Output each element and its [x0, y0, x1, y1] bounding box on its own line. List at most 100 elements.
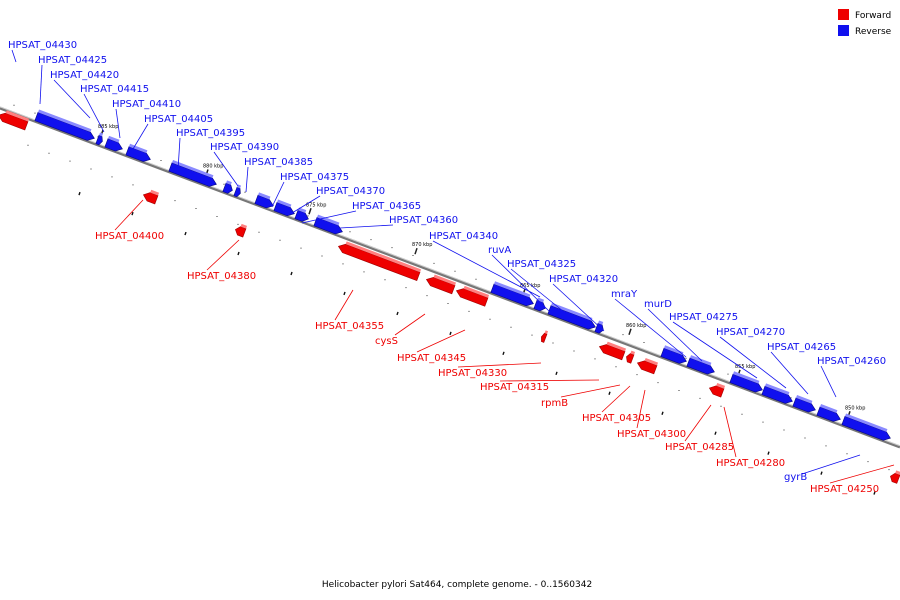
forward-gene-block	[708, 382, 726, 398]
legend-forward-swatch	[838, 9, 849, 20]
reverse-gene-block	[841, 413, 891, 441]
minor-tick-below-major	[449, 331, 452, 336]
gene-label-gyrb: gyrB	[784, 472, 807, 483]
forward-gene-block	[626, 350, 636, 364]
minor-tick-below-major	[873, 491, 876, 495]
gene-top-face	[664, 345, 684, 356]
minor-tick-below-major	[396, 311, 399, 316]
reverse-gene-block	[816, 404, 841, 422]
leader-line-reverse	[129, 123, 149, 155]
forward-gene-block	[425, 274, 457, 295]
minor-tick-below-major	[343, 291, 346, 296]
gene-top-face	[716, 382, 726, 389]
minor-tick-below-major	[237, 251, 240, 256]
leader-line-forward	[499, 379, 600, 382]
leader-line-reverse	[801, 454, 861, 475]
gene-label-hpsat-04430: HPSAT_04430	[8, 40, 77, 51]
leader-line-reverse	[245, 166, 249, 193]
legend-forward-label: Forward	[855, 11, 891, 21]
gene-body	[708, 385, 725, 398]
leader-line-reverse	[614, 298, 687, 358]
gene-top-face	[544, 330, 549, 335]
leader-line-reverse	[53, 79, 91, 119]
label-leader-lines	[11, 49, 895, 484]
gene-top-face	[765, 383, 790, 395]
gene-body	[233, 186, 241, 198]
gene-top-face	[345, 241, 422, 273]
gene-label-hpsat-04395: HPSAT_04395	[176, 128, 245, 139]
gene-label-hpsat-04250: HPSAT_04250	[810, 484, 879, 495]
gene-label-mray: mraY	[611, 289, 638, 300]
reverse-gene-block	[729, 371, 763, 393]
ruler-ticks: 885 kbp 880 kbp 875 kbp 870 kbp 865 kbp 860 k…	[13, 104, 890, 495]
minor-tick-below-major	[78, 191, 81, 196]
reverse-gene-block	[594, 320, 604, 334]
legend-reverse-swatch	[838, 25, 849, 36]
forward-gene-block	[890, 470, 900, 484]
gene-label-hpsat-04380: HPSAT_04380	[187, 271, 256, 282]
minor-tick-below-major	[184, 231, 187, 236]
gene-top-face	[845, 413, 888, 432]
ruler-label: 870 kbp	[412, 242, 432, 248]
gene-top-face	[630, 350, 636, 355]
reverse-gene-block	[254, 192, 274, 209]
leader-line-forward	[457, 362, 542, 368]
backbone-line	[0, 106, 900, 449]
gene-body	[425, 277, 456, 295]
gene-top-face	[690, 355, 712, 366]
leader-line-reverse	[177, 137, 181, 171]
ruler-major-tick	[308, 208, 312, 215]
leader-line-reverse	[510, 268, 575, 321]
minor-tick-below-major	[714, 431, 717, 435]
gene-top-face	[258, 192, 271, 200]
gene-label-hpsat-04315: HPSAT_04315	[480, 382, 549, 393]
gene-label-hpsat-04265: HPSAT_04265	[767, 342, 836, 353]
ruler-major-tick	[414, 247, 418, 255]
gene-label-hpsat-04330: HPSAT_04330	[438, 368, 507, 379]
leader-line-forward	[560, 384, 621, 398]
leader-line-forward	[636, 389, 646, 429]
gene-label-hpsat-04345: HPSAT_04345	[397, 353, 466, 364]
minor-tick-below-major	[555, 371, 558, 376]
forward-gene-block	[0, 110, 30, 131]
gene-label-hpsat-04425: HPSAT_04425	[38, 55, 107, 66]
gene-body	[792, 397, 816, 413]
leader-line-reverse	[672, 321, 758, 379]
gene-top-face	[644, 357, 659, 366]
gene-top-face	[433, 274, 457, 286]
gene-top-face	[129, 143, 148, 154]
gene-top-face	[277, 199, 292, 208]
gene-label-hpsat-04385: HPSAT_04385	[244, 157, 313, 168]
leader-line-reverse	[213, 151, 239, 187]
forward-gene-block	[455, 285, 490, 307]
gene-top-face	[38, 109, 92, 133]
gene-top-face	[493, 281, 531, 298]
gene-body	[636, 360, 658, 375]
gene-label-hpsat-04355: HPSAT_04355	[315, 321, 384, 332]
ruler-label: 855 kbp	[735, 364, 755, 370]
gene-label-hpsat-04280: HPSAT_04280	[716, 458, 785, 469]
leader-line-reverse	[83, 93, 105, 133]
reverse-gene-block	[273, 199, 295, 217]
leader-line-reverse	[11, 49, 17, 63]
minor-tick-below-major	[767, 451, 770, 455]
forward-gene-block	[541, 330, 549, 343]
gene-body	[729, 373, 763, 393]
minor-tick-below-major	[820, 471, 823, 475]
ruler-label: 860 kbp	[626, 323, 646, 329]
gene-body	[455, 288, 489, 307]
gene-body	[0, 112, 29, 131]
gene-label-hpsat-04370: HPSAT_04370	[316, 186, 385, 197]
reverse-gene-block	[294, 207, 309, 222]
ruler-major-tick	[628, 328, 632, 336]
gene-label-hpsat-04390: HPSAT_04390	[210, 142, 279, 153]
ruler-label: 865 kbp	[520, 283, 540, 289]
reverse-gene-block	[95, 132, 104, 146]
gene-top-face	[606, 341, 627, 352]
gene-top-face	[5, 110, 30, 122]
gene-top-face	[298, 207, 307, 213]
gene-label-hpsat-04340: HPSAT_04340	[429, 231, 498, 242]
gene-top-face	[537, 297, 545, 303]
leader-line-reverse	[39, 64, 43, 105]
